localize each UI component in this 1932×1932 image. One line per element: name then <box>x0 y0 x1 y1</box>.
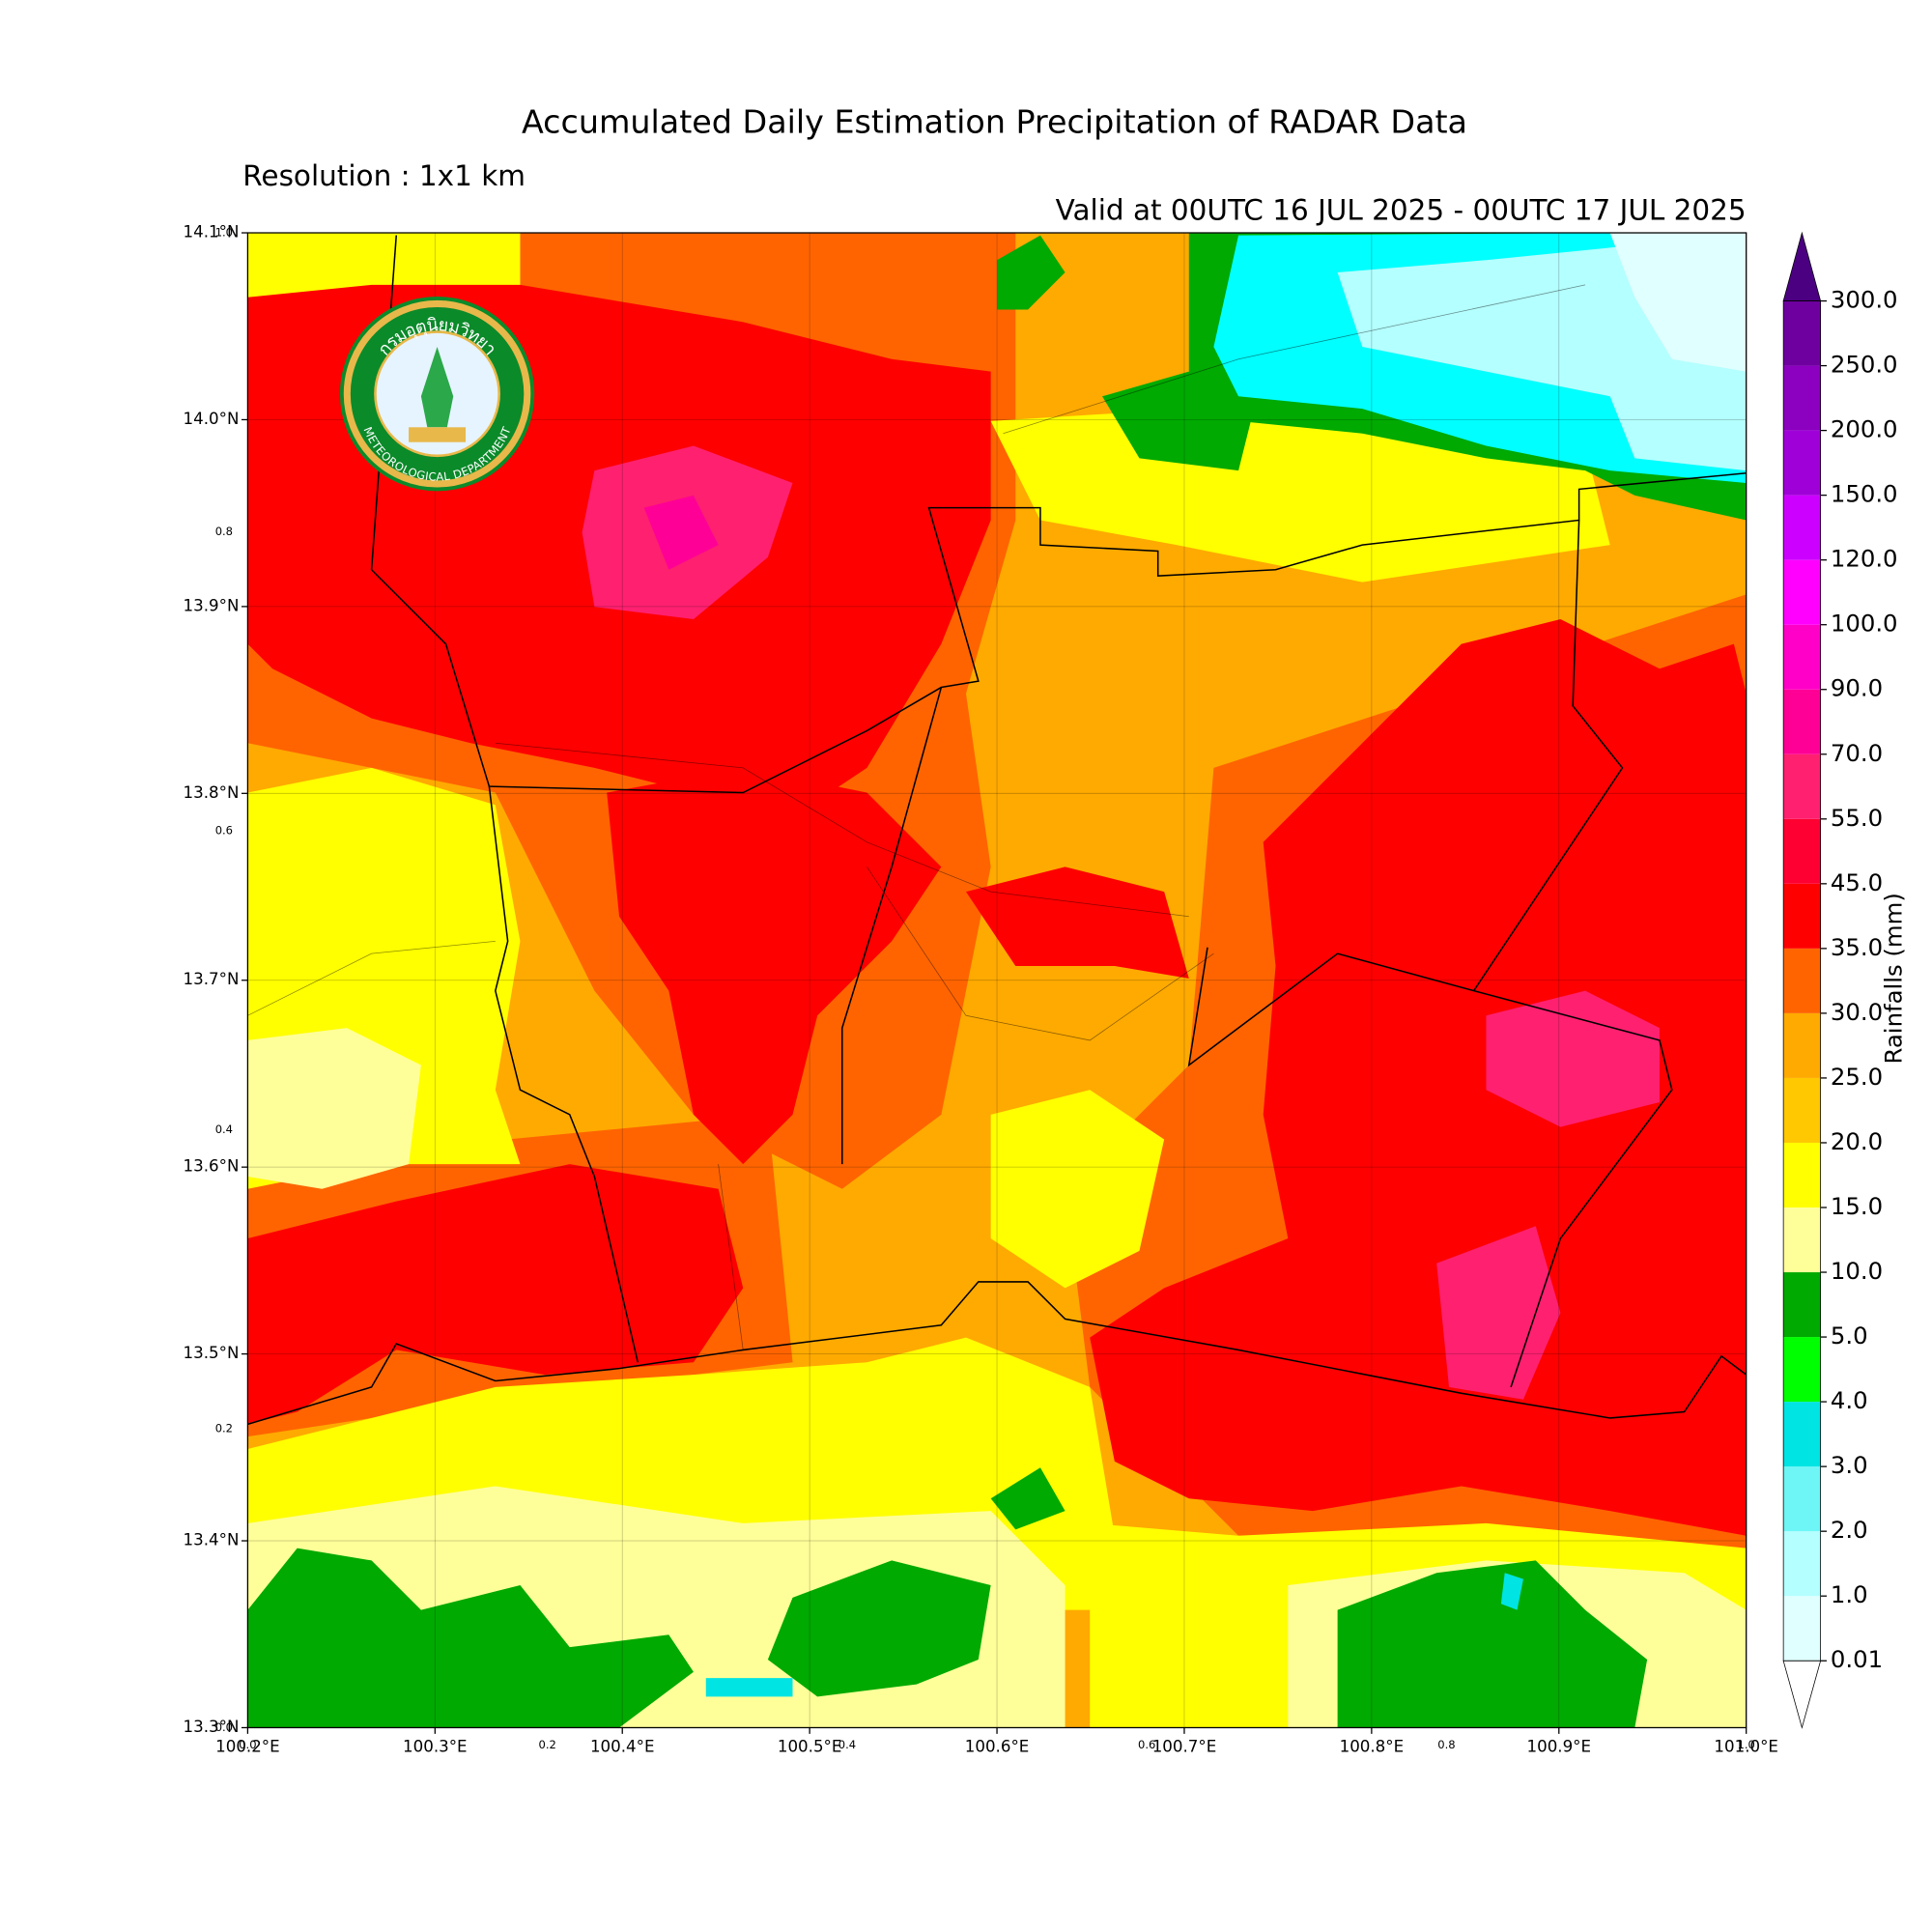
x-tick-label: 100.8°E <box>1340 1737 1405 1755</box>
y-tick-label: 13.3°N <box>184 1718 240 1736</box>
colorbar-tick-label: 45.0 <box>1831 868 1883 896</box>
colorbar-tick-label: 35.0 <box>1831 933 1883 961</box>
y-tick-label: 14.1°N <box>184 223 240 242</box>
x-tick-label: 100.3°E <box>403 1737 468 1755</box>
frame-x-tick-label: 0.4 <box>838 1738 856 1751</box>
colorbar-segment <box>1783 1012 1821 1078</box>
colorbar-tick-label: 2.0 <box>1831 1516 1868 1544</box>
frame-x-tick-label: 0.0 <box>239 1738 256 1751</box>
title: Accumulated Daily Estimation Precipitati… <box>522 103 1467 141</box>
frame-x-tick-label: 0.6 <box>1138 1738 1155 1751</box>
colorbar-tick-label: 100.0 <box>1831 610 1898 638</box>
frame-x-tick-label: 0.8 <box>1437 1738 1455 1751</box>
colorbar-segment <box>1783 883 1821 949</box>
x-tick-label: 100.5°E <box>778 1737 842 1755</box>
colorbar-segment <box>1783 300 1821 366</box>
colorbar-tick-label: 25.0 <box>1831 1063 1883 1091</box>
x-tick-label: 100.4°E <box>590 1737 655 1755</box>
colorbar-tick-label: 150.0 <box>1831 480 1898 508</box>
colorbar-tick-label: 120.0 <box>1831 545 1898 573</box>
colorbar-tick-label: 90.0 <box>1831 674 1883 702</box>
frame-y-tick-label: 0.8 <box>215 525 233 538</box>
frame-y-tick-label: 0.4 <box>215 1122 233 1136</box>
colorbar-tick-label: 200.0 <box>1831 415 1898 443</box>
colorbar-frame <box>1782 300 1821 1662</box>
x-tick-label: 100.7°E <box>1152 1737 1217 1755</box>
x-tick-label: 101.0°E <box>1714 1737 1778 1755</box>
colorbar-segment <box>1783 559 1821 625</box>
colorbar-tick-label: 20.0 <box>1831 1127 1883 1155</box>
colorbar-segment <box>1783 495 1821 560</box>
colorbar-tick-label: 10.0 <box>1831 1257 1883 1285</box>
logo: กรมอุตุนิยมวิทยา METEOROLOGICAL DEPARTME… <box>339 297 535 492</box>
frame-y-tick-label: 0.0 <box>215 1720 233 1734</box>
colorbar-segment <box>1783 948 1821 1013</box>
colorbar-segment <box>1783 753 1821 819</box>
colorbar-segment <box>1783 1596 1821 1662</box>
resolution: Resolution : 1x1 km <box>242 159 526 192</box>
colorbar-segment <box>1783 1077 1821 1143</box>
y-tick-label: 13.8°N <box>184 783 240 802</box>
colorbar-label: Rainfalls (mm) <box>1880 893 1908 1064</box>
colorbar-tick-label: 55.0 <box>1831 804 1883 832</box>
colorbar-segment <box>1783 365 1821 431</box>
colorbar-segment <box>1783 818 1821 884</box>
precipitation-field <box>247 233 1747 1728</box>
colorbar-tick-label: 70.0 <box>1831 739 1883 767</box>
x-tick-label: 100.2°E <box>215 1737 280 1755</box>
colorbar-tick-label: 4.0 <box>1831 1386 1868 1414</box>
y-tick-label: 13.7°N <box>184 970 240 988</box>
colorbar-segment <box>1783 1142 1821 1208</box>
colorbar-tick-label: 0.01 <box>1831 1645 1883 1673</box>
colorbar-segment <box>1783 1208 1821 1273</box>
colorbar-under <box>1782 1660 1822 1729</box>
colorbar-segment <box>1783 689 1821 754</box>
valid-time: Valid at 00UTC 16 JUL 2025 - 00UTC 17 JU… <box>1056 194 1747 227</box>
colorbar-tick-label: 300.0 <box>1831 286 1898 314</box>
colorbar-tick-label: 30.0 <box>1831 998 1883 1026</box>
frame-y-tick-label: 0.6 <box>215 823 233 837</box>
y-tick-label: 13.5°N <box>184 1344 240 1362</box>
y-tick-label: 13.6°N <box>184 1157 240 1176</box>
colorbar-segment <box>1783 430 1821 496</box>
x-tick-label: 100.6°E <box>965 1737 1030 1755</box>
colorbar-segment <box>1783 624 1821 690</box>
colorbar-tick-label: 3.0 <box>1831 1451 1868 1479</box>
frame-y-tick-label: 0.2 <box>215 1421 233 1435</box>
colorbar-segment <box>1783 1337 1821 1403</box>
frame-x-tick-label: 0.2 <box>539 1738 556 1751</box>
colorbar-segment <box>1783 1272 1821 1338</box>
frame-y-tick-label: 1.0 <box>215 226 233 240</box>
colorbar-segment <box>1783 1531 1821 1597</box>
y-tick-label: 14.0°N <box>184 410 240 428</box>
y-tick-label: 13.9°N <box>184 596 240 614</box>
colorbar-over <box>1782 231 1822 301</box>
colorbar-tick-label: 250.0 <box>1831 351 1898 379</box>
colorbar-tick-label: 5.0 <box>1831 1321 1868 1350</box>
colorbar-segment <box>1783 1466 1821 1532</box>
colorbar-segment <box>1783 1402 1821 1467</box>
y-tick-label: 13.4°N <box>184 1531 240 1549</box>
colorbar-tick-label: 15.0 <box>1831 1192 1883 1220</box>
x-tick-label: 100.9°E <box>1527 1737 1592 1755</box>
colorbar-tick-label: 1.0 <box>1831 1580 1868 1608</box>
frame-x-tick-label: 1.0 <box>1738 1738 1755 1751</box>
